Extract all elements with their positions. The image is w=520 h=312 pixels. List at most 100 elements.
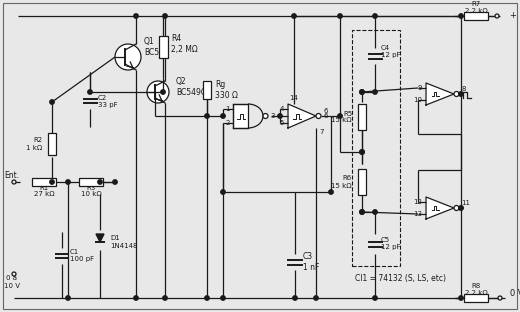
Text: C1
100 pF: C1 100 pF xyxy=(70,250,94,262)
Circle shape xyxy=(373,210,377,214)
Bar xyxy=(358,104,366,130)
Bar xyxy=(203,81,211,99)
Circle shape xyxy=(360,150,364,154)
Circle shape xyxy=(66,296,70,300)
Circle shape xyxy=(360,90,364,94)
Circle shape xyxy=(205,114,209,118)
Text: Rg
330 Ω: Rg 330 Ω xyxy=(215,80,238,100)
Polygon shape xyxy=(288,104,316,128)
Bar xyxy=(358,169,366,195)
Circle shape xyxy=(459,92,463,96)
Circle shape xyxy=(163,296,167,300)
Text: 0 a
10 V: 0 a 10 V xyxy=(4,275,20,289)
Text: Q2
BC549C: Q2 BC549C xyxy=(176,77,206,97)
Circle shape xyxy=(66,180,70,184)
Text: R5
15 kΩ: R5 15 kΩ xyxy=(331,110,352,124)
Circle shape xyxy=(221,190,225,194)
Text: C5
12 pF: C5 12 pF xyxy=(381,237,400,251)
Circle shape xyxy=(329,190,333,194)
Text: 11: 11 xyxy=(461,200,470,206)
Circle shape xyxy=(263,114,268,119)
Text: R8
2,2 kΩ: R8 2,2 kΩ xyxy=(465,282,487,295)
Text: C2
33 pF: C2 33 pF xyxy=(98,95,118,108)
Circle shape xyxy=(314,296,318,300)
Circle shape xyxy=(498,296,502,300)
Text: 9: 9 xyxy=(418,85,422,91)
Circle shape xyxy=(113,180,117,184)
Circle shape xyxy=(12,272,16,276)
Circle shape xyxy=(360,210,364,214)
Text: 10: 10 xyxy=(413,97,422,103)
Circle shape xyxy=(292,14,296,18)
Text: C4
12 pF: C4 12 pF xyxy=(381,46,400,59)
Text: 6: 6 xyxy=(323,113,328,119)
Circle shape xyxy=(161,90,165,94)
Circle shape xyxy=(134,296,138,300)
Circle shape xyxy=(459,206,463,210)
Text: 6: 6 xyxy=(323,108,328,114)
Bar xyxy=(464,12,488,20)
Bar xyxy=(159,36,167,58)
Bar xyxy=(233,104,248,128)
Text: R4
2,2 MΩ: R4 2,2 MΩ xyxy=(171,34,198,54)
Circle shape xyxy=(338,14,342,18)
Circle shape xyxy=(316,114,321,119)
Text: 7: 7 xyxy=(319,129,323,135)
Circle shape xyxy=(50,180,54,184)
Circle shape xyxy=(373,14,377,18)
Text: R3
10 kΩ: R3 10 kΩ xyxy=(81,184,101,197)
Circle shape xyxy=(278,114,282,118)
Bar xyxy=(464,294,488,302)
Bar xyxy=(352,30,400,266)
Circle shape xyxy=(134,14,138,18)
Circle shape xyxy=(221,296,225,300)
Circle shape xyxy=(293,296,297,300)
Text: 2: 2 xyxy=(226,120,230,126)
Text: 4: 4 xyxy=(280,106,284,112)
Text: R1
27 kΩ: R1 27 kΩ xyxy=(34,184,54,197)
Polygon shape xyxy=(426,83,454,105)
Circle shape xyxy=(454,91,459,96)
Text: 8: 8 xyxy=(461,86,465,92)
Circle shape xyxy=(459,14,463,18)
Circle shape xyxy=(98,180,102,184)
Text: 14: 14 xyxy=(290,95,298,101)
Bar xyxy=(48,133,56,155)
Text: 13: 13 xyxy=(413,211,422,217)
Circle shape xyxy=(360,210,364,214)
Circle shape xyxy=(454,206,459,211)
Circle shape xyxy=(88,90,92,94)
Circle shape xyxy=(459,296,463,300)
Text: 1: 1 xyxy=(226,106,230,112)
Text: 5: 5 xyxy=(280,120,284,126)
Text: Ent.: Ent. xyxy=(5,172,20,181)
Text: 0 V: 0 V xyxy=(510,289,520,298)
Circle shape xyxy=(360,150,364,154)
Circle shape xyxy=(338,114,342,118)
Circle shape xyxy=(373,296,377,300)
Circle shape xyxy=(360,90,364,94)
Polygon shape xyxy=(426,197,454,219)
Circle shape xyxy=(12,180,16,184)
Text: R6
15 kΩ: R6 15 kΩ xyxy=(331,175,352,188)
Text: CI1 = 74132 (S, LS, etc): CI1 = 74132 (S, LS, etc) xyxy=(355,274,446,282)
Circle shape xyxy=(459,92,463,96)
Circle shape xyxy=(115,44,141,70)
Text: C3
1 nF: C3 1 nF xyxy=(303,252,319,272)
Text: 3: 3 xyxy=(270,113,275,119)
Bar xyxy=(32,178,56,186)
Circle shape xyxy=(50,100,54,104)
Text: D1
1N4148: D1 1N4148 xyxy=(110,236,137,248)
Circle shape xyxy=(373,90,377,94)
Circle shape xyxy=(495,14,499,18)
Circle shape xyxy=(205,296,209,300)
Text: R2
1 kΩ: R2 1 kΩ xyxy=(26,138,42,150)
Text: 12: 12 xyxy=(413,199,422,205)
Text: Q1
BC547: Q1 BC547 xyxy=(144,37,169,57)
Circle shape xyxy=(221,114,225,118)
Circle shape xyxy=(147,81,169,103)
Text: R7
2,2 kΩ: R7 2,2 kΩ xyxy=(465,1,487,13)
Circle shape xyxy=(459,206,463,210)
Bar xyxy=(79,178,103,186)
Polygon shape xyxy=(96,234,104,242)
